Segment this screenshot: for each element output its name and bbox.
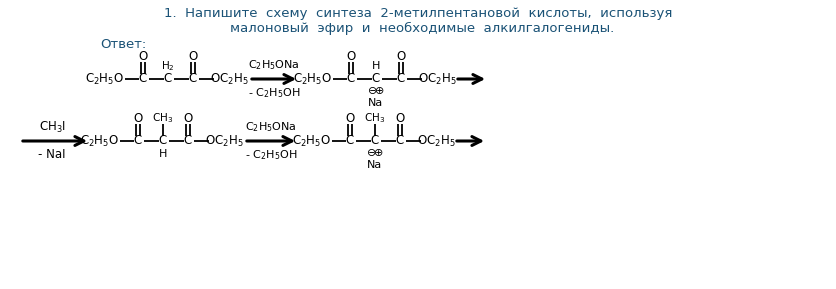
Text: - C$_2$H$_5$OH: - C$_2$H$_5$OH (244, 148, 297, 162)
Text: OC$_2$H$_5$: OC$_2$H$_5$ (417, 71, 456, 86)
Text: 1.  Напишите  схему  синтеза  2-метилпентановой  кислоты,  используя: 1. Напишите схему синтеза 2-метилпентано… (164, 6, 671, 19)
Text: Na: Na (367, 160, 382, 170)
Text: - C$_2$H$_5$OH: - C$_2$H$_5$OH (247, 86, 300, 100)
Text: Na: Na (368, 98, 383, 108)
Text: C$_2$H$_5$O: C$_2$H$_5$O (292, 134, 331, 149)
Text: C: C (134, 134, 142, 147)
Text: ⊕: ⊕ (374, 148, 383, 158)
Text: OC$_2$H$_5$: OC$_2$H$_5$ (205, 134, 243, 149)
Text: ⊕: ⊕ (375, 86, 385, 96)
Text: O: O (138, 49, 147, 62)
Text: C: C (395, 134, 404, 147)
Text: O: O (346, 49, 355, 62)
Text: C$_2$H$_5$O: C$_2$H$_5$O (293, 71, 332, 86)
Text: CH$_3$I: CH$_3$I (38, 119, 65, 135)
Text: C$_2$H$_5$ONa: C$_2$H$_5$ONa (245, 120, 297, 134)
Text: C: C (371, 73, 380, 86)
Text: C: C (184, 134, 192, 147)
Text: C$_2$H$_5$ONa: C$_2$H$_5$ONa (247, 58, 299, 72)
Text: C: C (189, 73, 197, 86)
Text: малоновый  эфир  и  необходимые  алкилгалогениды.: малоновый эфир и необходимые алкилгалоге… (230, 21, 614, 35)
Text: C: C (396, 73, 405, 86)
Text: O: O (395, 112, 404, 125)
Text: H: H (159, 149, 167, 159)
Text: ⊖: ⊖ (368, 86, 377, 96)
Text: CH$_3$: CH$_3$ (152, 111, 173, 125)
Text: Ответ:: Ответ: (99, 38, 146, 51)
Text: H$_2$: H$_2$ (161, 59, 175, 73)
Text: O: O (183, 112, 192, 125)
Text: O: O (396, 49, 405, 62)
Text: - NaI: - NaI (38, 149, 66, 162)
Text: ⊖: ⊖ (367, 148, 376, 158)
Text: O: O (133, 112, 142, 125)
Text: C$_2$H$_5$O: C$_2$H$_5$O (80, 134, 120, 149)
Text: C: C (164, 73, 172, 86)
Text: O: O (345, 112, 354, 125)
Text: OC$_2$H$_5$: OC$_2$H$_5$ (210, 71, 248, 86)
Text: C: C (370, 134, 379, 147)
Text: C: C (159, 134, 167, 147)
Text: C$_2$H$_5$O: C$_2$H$_5$O (85, 71, 125, 86)
Text: OC$_2$H$_5$: OC$_2$H$_5$ (416, 134, 455, 149)
Text: C: C (139, 73, 147, 86)
Text: O: O (188, 49, 197, 62)
Text: CH$_3$: CH$_3$ (364, 111, 385, 125)
Text: C: C (346, 73, 354, 86)
Text: C: C (345, 134, 354, 147)
Text: H: H (371, 61, 380, 71)
